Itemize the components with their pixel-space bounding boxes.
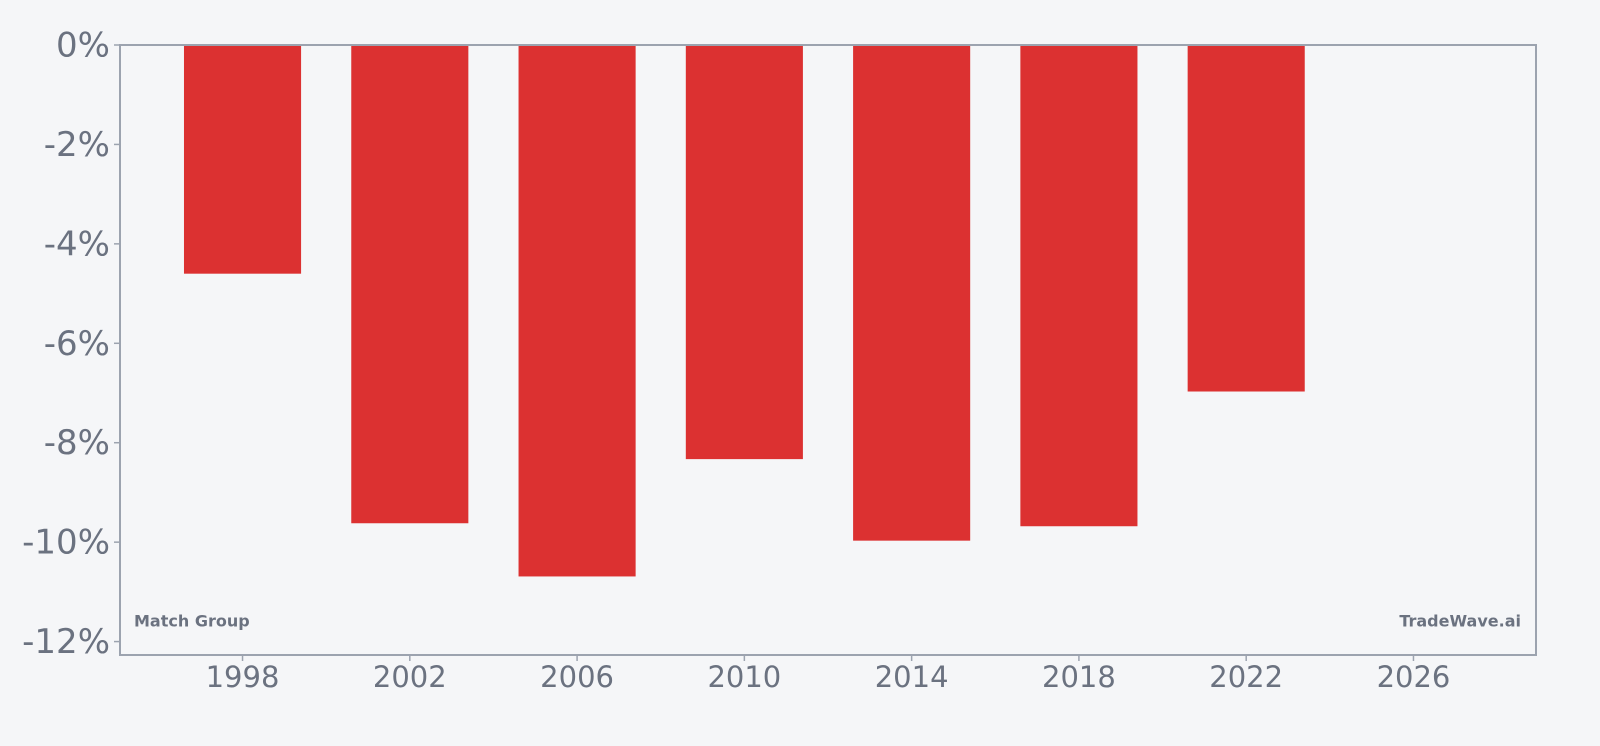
x-tick-label: 2018	[1042, 660, 1116, 694]
y-tick-label: -10%	[22, 523, 110, 563]
bar	[1020, 45, 1138, 527]
y-tick-label: -8%	[44, 423, 110, 463]
bar	[853, 45, 971, 541]
y-tick-label: -2%	[44, 125, 110, 165]
x-tick-label: 2010	[707, 660, 781, 694]
y-tick-label: 0%	[56, 26, 110, 66]
bar	[518, 45, 636, 577]
y-tick-label: -12%	[22, 622, 110, 662]
x-tick-label: 2006	[540, 660, 614, 694]
x-tick-label: 2022	[1209, 660, 1283, 694]
annotation: TradeWave.ai	[1399, 612, 1521, 631]
plot-frame	[119, 44, 1537, 656]
bar	[1187, 45, 1305, 392]
x-tick-label: 2026	[1377, 660, 1451, 694]
bar	[351, 45, 469, 524]
x-tick-label: 2002	[373, 660, 447, 694]
y-tick-label: -4%	[44, 224, 110, 264]
y-tick-label: -6%	[44, 324, 110, 364]
x-tick-label: 1998	[206, 660, 280, 694]
x-tick-label: 2014	[875, 660, 949, 694]
annotation: Match Group	[134, 612, 250, 631]
bar	[685, 45, 803, 460]
bar	[183, 45, 302, 274]
